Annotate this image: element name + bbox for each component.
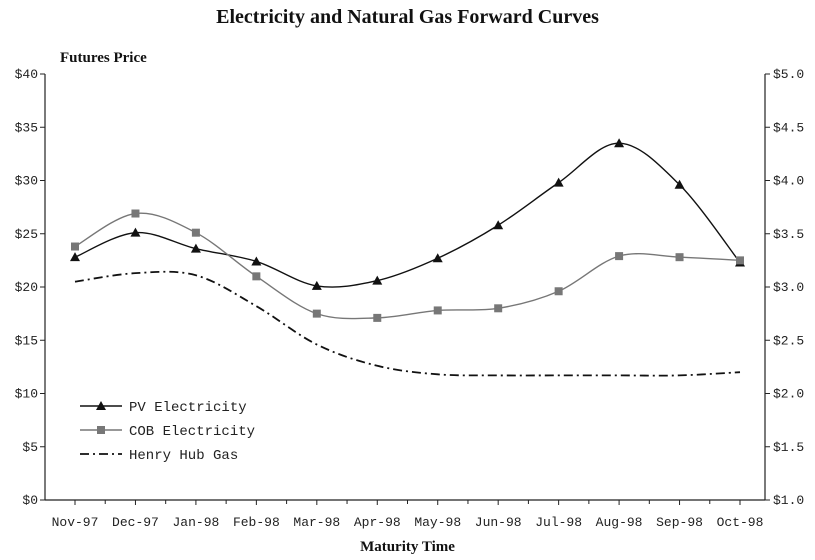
data-point xyxy=(191,228,200,237)
chart-title: Electricity and Natural Gas Forward Curv… xyxy=(216,6,599,28)
legend-entry: COB Electricity xyxy=(129,424,255,440)
data-point xyxy=(675,253,684,262)
y-tick-label-left: $30 xyxy=(15,174,38,189)
data-point xyxy=(674,179,685,189)
x-tick-label: Nov-97 xyxy=(52,515,99,530)
y-tick-label-right: $1.5 xyxy=(773,440,804,455)
data-point xyxy=(615,252,624,261)
x-tick-label: Feb-98 xyxy=(233,515,280,530)
y-axis-label: Futures Price xyxy=(60,50,147,66)
y-tick-label-right: $3.0 xyxy=(773,280,804,295)
y-tick-label-left: $40 xyxy=(15,67,38,82)
y-tick-label-right: $3.5 xyxy=(773,227,804,242)
data-point xyxy=(70,252,80,262)
y-tick-label-right: $1.0 xyxy=(773,493,804,508)
series-line xyxy=(74,142,741,288)
x-tick-label: Apr-98 xyxy=(354,515,401,530)
series-pv-electricity xyxy=(70,138,745,290)
y-tick-label-right: $5.0 xyxy=(773,67,804,82)
data-point xyxy=(736,256,744,265)
x-axis-label: Maturity Time xyxy=(360,539,455,555)
legend-marker xyxy=(97,426,105,434)
y-tick-label-left: $10 xyxy=(15,387,38,402)
y-tick-label-left: $0 xyxy=(22,493,38,508)
data-point xyxy=(130,227,141,237)
legend-marker xyxy=(96,401,106,410)
data-point xyxy=(553,177,564,187)
data-point xyxy=(190,243,201,253)
data-point xyxy=(71,242,79,251)
y-tick-label-left: $5 xyxy=(22,440,38,455)
x-tick-label: Jan-98 xyxy=(173,515,220,530)
data-point xyxy=(311,280,322,290)
x-tick-label: Mar-98 xyxy=(293,515,340,530)
y-tick-label-left: $20 xyxy=(15,280,38,295)
data-point xyxy=(373,313,382,322)
data-point xyxy=(432,253,443,263)
data-point xyxy=(554,287,563,296)
series-line xyxy=(74,212,741,320)
y-tick-label-right: $2.5 xyxy=(773,333,804,348)
x-tick-label: May-98 xyxy=(414,515,461,530)
x-tick-label: Jul-98 xyxy=(535,515,582,530)
x-tick-label: Jun-98 xyxy=(475,515,522,530)
series-line xyxy=(74,270,741,377)
y-tick-label-left: $35 xyxy=(15,120,38,135)
y-tick-label-right: $4.5 xyxy=(773,120,804,135)
data-point xyxy=(251,256,262,266)
series-cob-electricity xyxy=(71,209,744,322)
data-point xyxy=(493,220,504,230)
x-tick-label: Dec-97 xyxy=(112,515,159,530)
data-point xyxy=(614,138,625,148)
x-tick-label: Sep-98 xyxy=(656,515,703,530)
data-point xyxy=(131,209,140,218)
y-tick-label-left: $15 xyxy=(15,333,38,348)
legend: PV Electricity COB Electricity Henry Hub G… xyxy=(80,400,255,464)
data-point xyxy=(252,272,261,281)
data-point xyxy=(433,306,442,315)
x-tick-label: Aug-98 xyxy=(596,515,643,530)
data-point xyxy=(494,304,503,313)
x-tick-label: Oct-98 xyxy=(717,515,764,530)
legend-entry: Henry Hub Gas xyxy=(129,448,238,464)
data-point xyxy=(372,275,383,285)
data-point xyxy=(312,309,321,318)
y-tick-label-right: $4.0 xyxy=(773,174,804,189)
series-henry-hub-gas xyxy=(74,270,741,377)
y-tick-label-right: $2.0 xyxy=(773,387,804,402)
legend-entry: PV Electricity xyxy=(129,400,247,416)
y-tick-label-left: $25 xyxy=(15,227,38,242)
